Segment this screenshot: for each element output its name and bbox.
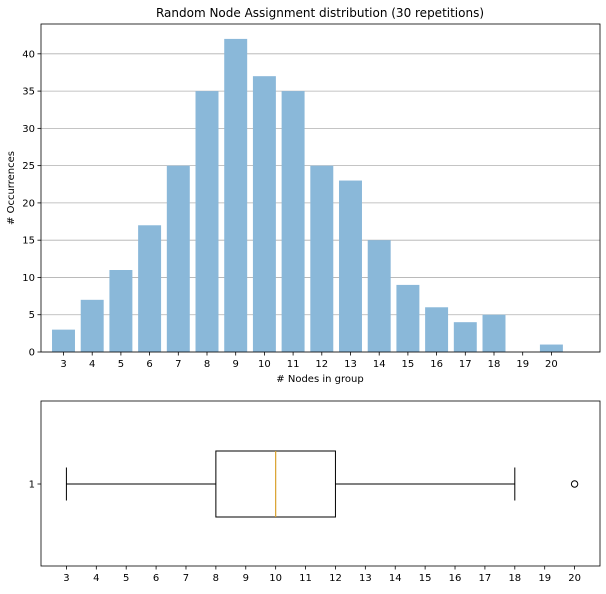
bar xyxy=(453,322,477,352)
bar-y-axis-label: # Occurrences xyxy=(6,151,17,225)
bar-x-tick-label: 8 xyxy=(204,359,210,370)
bar-x-tick-label: 12 xyxy=(315,359,328,370)
bar xyxy=(109,270,133,352)
bar xyxy=(482,314,506,352)
bar-x-axis-label: # Nodes in group xyxy=(276,374,363,385)
bar-x-tick-label: 4 xyxy=(89,359,95,370)
bar xyxy=(425,307,449,352)
bar-chart: Random Node Assignment distribution (30 … xyxy=(6,6,601,385)
box-y-ticks: 1 xyxy=(29,480,41,491)
box-x-tick-label: 11 xyxy=(299,573,312,584)
box-x-tick-label: 3 xyxy=(63,573,69,584)
box-x-tick-label: 7 xyxy=(183,573,189,584)
box-x-tick-label: 15 xyxy=(419,573,432,584)
box-x-tick-label: 13 xyxy=(359,573,372,584)
bar-x-tick-label: 3 xyxy=(60,359,66,370)
bar xyxy=(539,344,563,352)
bar-y-tick-label: 20 xyxy=(22,198,35,209)
bar-y-tick-label: 30 xyxy=(22,124,35,135)
bar-x-tick-label: 5 xyxy=(118,359,124,370)
box-x-tick-label: 12 xyxy=(329,573,342,584)
box-x-tick-label: 4 xyxy=(93,573,99,584)
bar-chart-title: Random Node Assignment distribution (30 … xyxy=(156,6,484,20)
bar xyxy=(138,225,162,352)
bar-y-tick-label: 25 xyxy=(22,161,35,172)
box-x-tick-label: 19 xyxy=(538,573,551,584)
box-x-tick-label: 17 xyxy=(479,573,492,584)
bar-x-tick-label: 20 xyxy=(545,359,558,370)
box-plot: 1 3 4 5 6 7 8 9 10 11 12 13 14 15 16 17 18 19 20 xyxy=(29,400,601,584)
bar-x-tick-label: 19 xyxy=(516,359,529,370)
bar xyxy=(195,91,219,352)
bar xyxy=(80,299,104,352)
box-x-tick-label: 16 xyxy=(449,573,462,584)
bar-y-tick-label: 40 xyxy=(22,49,35,60)
bar-x-tick-label: 13 xyxy=(344,359,357,370)
bar-x-tick-label: 10 xyxy=(258,359,271,370)
bar xyxy=(396,284,420,352)
bar-x-tick-label: 15 xyxy=(402,359,415,370)
bar-x-tick-label: 16 xyxy=(430,359,443,370)
bar-plot-frame xyxy=(40,23,601,353)
bar-x-tick-label: 11 xyxy=(287,359,300,370)
box-x-tick-label: 9 xyxy=(243,573,249,584)
box-x-tick-label: 20 xyxy=(568,573,581,584)
box-x-tick-label: 8 xyxy=(213,573,219,584)
bar-series xyxy=(52,38,563,353)
bar-y-tick-label: 35 xyxy=(22,87,35,98)
bar xyxy=(281,91,305,352)
bar-x-tick-label: 9 xyxy=(233,359,239,370)
box-plot-frame xyxy=(40,400,601,567)
box-x-tick-label: 5 xyxy=(123,573,129,584)
box-x-tick-label: 10 xyxy=(269,573,282,584)
bar xyxy=(252,76,276,352)
bar-y-ticks: 0 5 10 15 20 25 30 35 40 xyxy=(22,49,41,359)
bar xyxy=(224,38,248,353)
bar-y-tick-label: 5 xyxy=(29,310,35,321)
box-x-tick-label: 18 xyxy=(508,573,521,584)
bar xyxy=(52,329,75,352)
box-outlier xyxy=(570,480,579,488)
box-x-tick-label: 6 xyxy=(153,573,159,584)
box-x-ticks: 3 4 5 6 7 8 9 10 11 12 13 14 15 16 17 18 19 20 xyxy=(63,566,581,584)
bar-x-ticks: 3 4 5 6 7 8 9 10 11 12 13 14 15 16 17 18 19 20 xyxy=(60,352,558,370)
bar xyxy=(310,165,334,352)
box-y-tick-label: 1 xyxy=(29,480,35,491)
bar-x-tick-label: 6 xyxy=(146,359,152,370)
bar xyxy=(339,180,362,352)
bar xyxy=(367,240,391,352)
bar-y-tick-label: 15 xyxy=(22,236,35,247)
bar-x-tick-label: 7 xyxy=(175,359,181,370)
bar-x-tick-label: 17 xyxy=(459,359,472,370)
bar xyxy=(166,165,190,352)
box-plot-elements xyxy=(65,450,579,518)
bar-x-tick-label: 18 xyxy=(488,359,501,370)
bar-x-tick-label: 14 xyxy=(373,359,386,370)
bar-y-tick-label: 0 xyxy=(29,348,35,359)
bar-y-tick-label: 10 xyxy=(22,273,35,284)
box-x-tick-label: 14 xyxy=(389,573,402,584)
